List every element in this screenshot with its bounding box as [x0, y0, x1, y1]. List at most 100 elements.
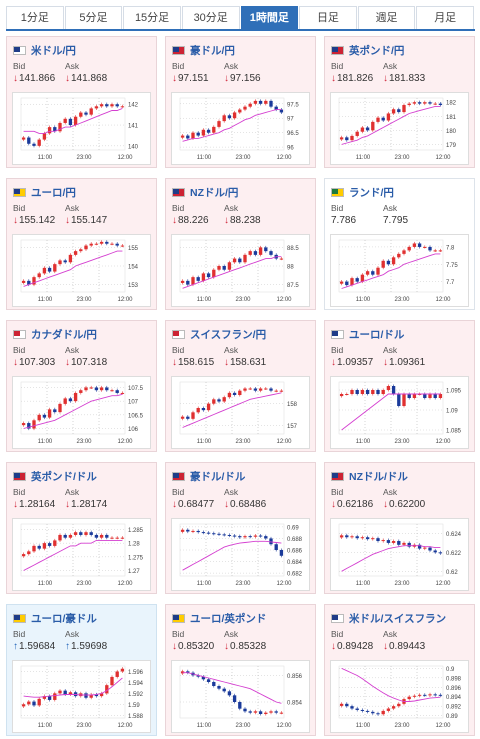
y-tick-label: 1.59: [128, 703, 140, 709]
candle-body: [196, 408, 200, 413]
candle-body: [105, 387, 109, 391]
candle-body: [120, 668, 125, 672]
ask-label: Ask: [65, 629, 80, 639]
y-tick-label: 155: [128, 246, 139, 252]
candle-body: [115, 537, 119, 539]
ask-value: 7.795: [383, 215, 435, 226]
candle-body: [42, 267, 47, 274]
rate-card[interactable]: NZドル/ドル Bid Ask ↓0.62186 ↓0.62200 0.624 0.622 0…: [324, 462, 475, 594]
mini-chart[interactable]: 0.624 0.622 0.62 11:00 23:00 12:00: [330, 518, 469, 591]
card-header: カナダドル/円: [13, 327, 97, 341]
y-tick-label: 0.62: [446, 570, 458, 576]
pair-name-link[interactable]: 米ドル/円: [31, 44, 76, 57]
bid-value: ↓0.62186: [331, 499, 383, 510]
tab-0[interactable]: 1分足: [6, 6, 64, 29]
rate-card[interactable]: ユーロ/円 Bid Ask ↓155.142 ↓155.147 155 154 153 11:0…: [6, 178, 157, 310]
candle-body: [274, 544, 278, 550]
arrow-down-icon: ↓: [383, 499, 388, 510]
pair-name-link[interactable]: 英ポンド/ドル: [31, 470, 97, 483]
ask-price: 155.147: [71, 215, 108, 226]
rate-card[interactable]: ランド/円 Bid Ask 7.786 7.795 7.8 7.75 7.7 11:00 23:0…: [324, 178, 475, 310]
bid-ask-labels: Bid Ask: [172, 629, 276, 639]
candle-body: [27, 423, 31, 429]
tab-5[interactable]: 日足: [299, 6, 357, 29]
mini-chart[interactable]: 7.8 7.75 7.7 11:00 23:00 12:00: [330, 234, 469, 307]
candle-body: [99, 104, 104, 107]
candle-body: [360, 537, 365, 539]
pair-name-link[interactable]: 英ポンド/円: [349, 44, 405, 57]
pair-name-link[interactable]: ユーロ/豪ドル: [31, 612, 97, 625]
rate-card[interactable]: 米ドル/スイスフラン Bid Ask ↓0.89428 ↓0.89443 0.9 0.898…: [324, 604, 475, 736]
pair-name-link[interactable]: 豪ドル/円: [190, 44, 235, 57]
mini-chart[interactable]: 155 154 153 11:00 23:00 12:00: [12, 234, 151, 307]
tab-1[interactable]: 5分足: [64, 6, 123, 29]
candle-body: [269, 711, 273, 713]
tab-6[interactable]: 週足: [357, 6, 416, 29]
mini-chart[interactable]: 0.856 0.854 11:00 23:00 12:00: [171, 660, 310, 733]
candle-body: [381, 260, 385, 268]
pair-name-link[interactable]: ランド/円: [349, 186, 394, 199]
rate-card[interactable]: スイスフラン/円 Bid Ask ↓158.615 ↓158.631 158 157 11:0…: [165, 320, 316, 452]
rate-card[interactable]: 豪ドル/ドル Bid Ask ↓0.68477 ↓0.68486 0.69 0.688 0.6…: [165, 462, 316, 594]
candle-body: [360, 127, 365, 132]
tab-7[interactable]: 月足: [416, 6, 474, 29]
candle-body: [217, 121, 221, 127]
ask-price: 0.68486: [230, 499, 267, 510]
candle-body: [376, 538, 380, 542]
bid-label: Bid: [172, 487, 185, 497]
pair-name-link[interactable]: NZドル/円: [190, 186, 239, 199]
mini-chart[interactable]: 182 181 180 179 11:00 23:00 12:00: [330, 92, 469, 165]
mini-chart[interactable]: 0.9 0.898 0.896 0.894 0.892 0.89 11:00 23:00 12:…: [330, 660, 469, 733]
candle-body: [438, 394, 443, 398]
candle-body: [53, 127, 57, 132]
y-tick-label: 0.854: [287, 701, 303, 707]
pair-name-link[interactable]: カナダドル/円: [31, 328, 97, 341]
arrow-down-icon: ↓: [224, 357, 229, 368]
pair-name-link[interactable]: スイスフラン/円: [190, 328, 267, 341]
y-tick-label: 0.9: [446, 667, 455, 673]
mini-chart[interactable]: 97.5 97 96.5 96 11:00 23:00 12:00: [171, 92, 310, 165]
pair-name-link[interactable]: ユーロ/英ポンド: [190, 612, 267, 625]
pair-name-link[interactable]: ユーロ/円: [31, 186, 76, 199]
rate-card[interactable]: NZドル/円 Bid Ask ↓88.226 ↓88.238 88.5 88 87.5 11:0…: [165, 178, 316, 310]
pair-name-link[interactable]: 米ドル/スイスフラン: [349, 612, 447, 625]
mini-chart[interactable]: 88.5 88 87.5 11:00 23:00 12:00: [171, 234, 310, 307]
candle-body: [99, 534, 104, 538]
candle-body: [191, 132, 195, 139]
rate-card[interactable]: 英ポンド/ドル Bid Ask ↓1.28164 ↓1.28174 1.285 1.28 1.…: [6, 462, 157, 594]
mini-chart[interactable]: 1.285 1.28 1.275 1.27 11:00 23:00 12:00: [12, 518, 151, 591]
tab-3[interactable]: 30分足: [181, 6, 240, 29]
mini-chart[interactable]: 158 157 11:00 23:00 12:00: [171, 376, 310, 449]
pair-name-link[interactable]: ユーロ/ドル: [349, 328, 405, 341]
rate-card[interactable]: 豪ドル/円 Bid Ask ↓97.151 ↓97.156 97.5 97 96.5 96 11:…: [165, 36, 316, 168]
rate-card[interactable]: カナダドル/円 Bid Ask ↓107.303 ↓107.318 107.5 107 106…: [6, 320, 157, 452]
x-tick-label: 23:00: [235, 439, 251, 445]
mini-chart[interactable]: 0.69 0.688 0.686 0.684 0.682 11:00 23:00 12:00: [171, 518, 310, 591]
bid-price: 181.826: [337, 73, 374, 84]
flag-icon: [172, 471, 185, 481]
candle-body: [433, 694, 437, 696]
tab-2[interactable]: 15分足: [123, 6, 181, 29]
candle-body: [371, 538, 375, 540]
rate-card[interactable]: 英ポンド/円 Bid Ask ↓181.826 ↓181.833 182 181 180 179…: [324, 36, 475, 168]
rate-card[interactable]: ユーロ/ドル Bid Ask ↓1.09357 ↓1.09361 1.095 1.09 1.0…: [324, 320, 475, 452]
candle-body: [391, 706, 396, 709]
mini-chart[interactable]: 1.095 1.09 1.085 11:00 23:00 12:00: [330, 376, 469, 449]
candle-body: [94, 243, 99, 245]
plot-area: [338, 665, 444, 719]
candle-body: [120, 392, 125, 394]
mini-chart[interactable]: 1.596 1.594 1.592 1.59 1.588 11:00 23:00 12:00: [12, 660, 151, 733]
candle-body: [73, 251, 78, 255]
ask-value: ↑1.59698: [65, 641, 117, 652]
mini-chart[interactable]: 142 141 140 11:00 23:00 12:00: [12, 92, 151, 165]
candle-body: [115, 104, 119, 107]
candle-body: [376, 267, 380, 275]
rate-card[interactable]: 米ドル/円 Bid Ask ↓141.866 ↓141.868 142 141 140 11:0…: [6, 36, 157, 168]
rate-card[interactable]: ユーロ/英ポンド Bid Ask ↓0.85320 ↓0.85328 0.856 0.854…: [165, 604, 316, 736]
tab-4[interactable]: 1時間足: [240, 6, 299, 29]
pair-name-link[interactable]: 豪ドル/ドル: [190, 470, 246, 483]
pair-name-link[interactable]: NZドル/ドル: [349, 470, 408, 483]
mini-chart[interactable]: 107.5 107 106.5 106 11:00 23:00 12:00: [12, 376, 151, 449]
rate-card[interactable]: ユーロ/豪ドル Bid Ask ↑1.59684 ↑1.59698 1.596 1.594 1…: [6, 604, 157, 736]
candle-body: [339, 394, 344, 397]
